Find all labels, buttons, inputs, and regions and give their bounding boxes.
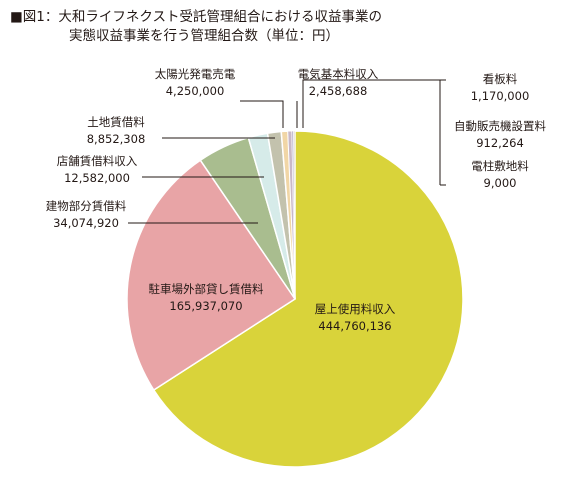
pie-slice-parking [126, 159, 297, 392]
slice-label-store: 店舗賃借料収入 [57, 154, 138, 168]
chart-title-line-1: ■図1：大和ライフネクスト受託管理組合における収益事業の [10, 9, 382, 25]
pie-slice-rooftop [152, 130, 464, 468]
chart-title-line-2: 実態収益事業を行う管理組合数（単位：円） [69, 28, 339, 44]
slice-label-signboard: 看板料 [483, 72, 518, 86]
slice-value-store: 12,582,000 [64, 171, 130, 185]
slice-value-signboard: 1,170,000 [471, 89, 530, 103]
slice-label-pole: 電柱敷地料 [471, 159, 529, 173]
slice-value-rooftop: 444,760,136 [318, 319, 391, 333]
slice-value-vending: 912,264 [476, 136, 524, 150]
chart-title: ■図1：大和ライフネクスト受託管理組合における収益事業の 実態収益事業を行う管理… [10, 8, 570, 46]
slice-value-pole: 9,000 [484, 176, 517, 190]
slice-label-rooftop: 屋上使用料収入 [315, 302, 396, 316]
slice-value-land: 8,852,308 [87, 132, 146, 146]
leader-line-solar [240, 100, 284, 128]
leader-line-bracket-top [302, 79, 440, 128]
slice-labels: 屋上使用料収入 444,760,136 駐車場外部貸し賃借料 165,937,070 建… [46, 67, 547, 333]
slice-label-electric: 電気基本料収入 [298, 67, 379, 81]
slice-value-solar: 4,250,000 [166, 84, 225, 98]
pie-slices [126, 130, 464, 468]
slice-value-parking: 165,937,070 [169, 299, 242, 313]
slice-value-electric: 2,458,688 [309, 84, 368, 98]
slice-label-vending: 自動販売機設置料 [454, 119, 546, 133]
slice-label-building: 建物部分賃借料 [46, 199, 127, 213]
slice-label-parking: 駐車場外部貸し賃借料 [149, 282, 264, 296]
slice-label-land: 土地賃借料 [87, 115, 145, 129]
leader-lines [128, 79, 446, 224]
slice-label-solar: 太陽光発電売電 [155, 67, 236, 81]
slice-value-building: 34,074,920 [53, 216, 119, 230]
